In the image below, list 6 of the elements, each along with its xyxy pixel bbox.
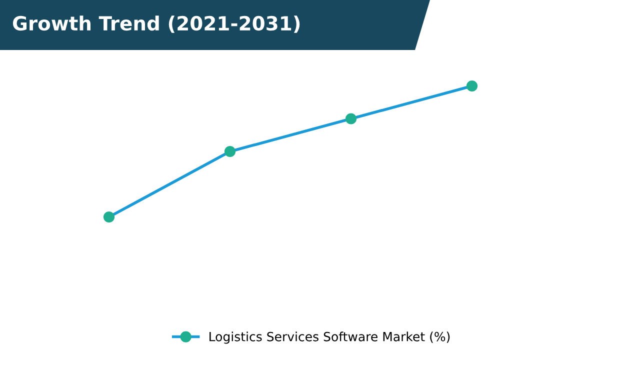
point bbox=[103, 211, 115, 223]
point bbox=[224, 146, 236, 158]
point bbox=[466, 80, 478, 92]
point bbox=[345, 113, 357, 124]
legend-label: Logistics Services Software Market (%) bbox=[210, 332, 450, 344]
chart-title: Growth Trend (2021-2031) bbox=[12, 16, 300, 33]
